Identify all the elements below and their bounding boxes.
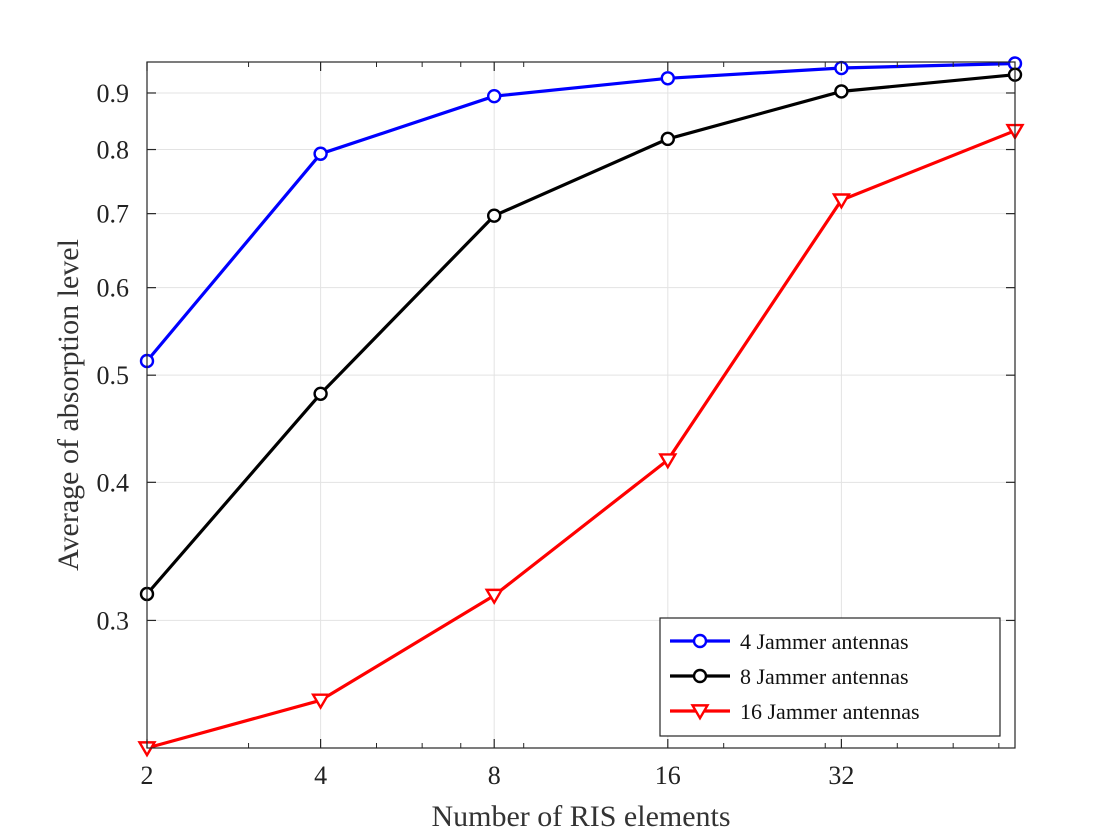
data-point — [313, 386, 328, 401]
x-tick-label: 8 — [488, 761, 501, 790]
legend-label: 8 Jammer antennas — [740, 664, 909, 689]
axis-ticks: 2 4 8 16 32 0.3 0.4 0.5 0.6 0.7 0.8 0.9 — [97, 62, 1015, 790]
data-point — [311, 693, 331, 710]
y-tick-label: 0.6 — [97, 274, 130, 303]
data-point — [834, 84, 849, 99]
legend-item: 4 Jammer antennas — [670, 629, 909, 654]
data-point — [660, 71, 675, 86]
x-tick-label: 16 — [655, 761, 681, 790]
y-tick-label: 0.4 — [97, 468, 130, 497]
legend-item: 16 Jammer antennas — [670, 699, 920, 724]
legend-marker — [690, 704, 710, 721]
x-tick-label: 2 — [141, 761, 154, 790]
legend-marker — [692, 633, 708, 649]
x-axis-label: Number of RIS elements — [431, 800, 730, 833]
data-point — [660, 131, 675, 147]
y-tick-label: 0.7 — [97, 200, 130, 229]
y-tick-label: 0.9 — [97, 79, 130, 108]
legend-marker — [692, 668, 708, 684]
data-point — [487, 88, 502, 104]
x-tick-label: 32 — [828, 761, 854, 790]
y-tick-label: 0.8 — [97, 136, 130, 165]
data-point — [487, 208, 502, 223]
y-tick-label: 0.3 — [97, 606, 130, 635]
legend: 4 Jammer antennas 8 Jammer antennas 16 Jam… — [659, 617, 1001, 737]
legend-item: 8 Jammer antennas — [670, 664, 909, 689]
series-line — [145, 61, 1016, 363]
series-line — [145, 73, 1016, 596]
x-tick-label: 4 — [314, 761, 327, 790]
legend-label: 4 Jammer antennas — [740, 629, 909, 654]
data-point — [831, 193, 851, 210]
data-point — [313, 146, 328, 161]
legend-label: 16 Jammer antennas — [740, 699, 920, 724]
y-tick-label: 0.5 — [97, 361, 130, 390]
data-point — [658, 453, 678, 470]
series-line — [146, 129, 1016, 750]
data-point — [484, 588, 504, 605]
y-axis-label: Average of absorption level — [52, 239, 85, 571]
grid — [146, 62, 1015, 748]
plot-area-frame — [146, 61, 1016, 749]
